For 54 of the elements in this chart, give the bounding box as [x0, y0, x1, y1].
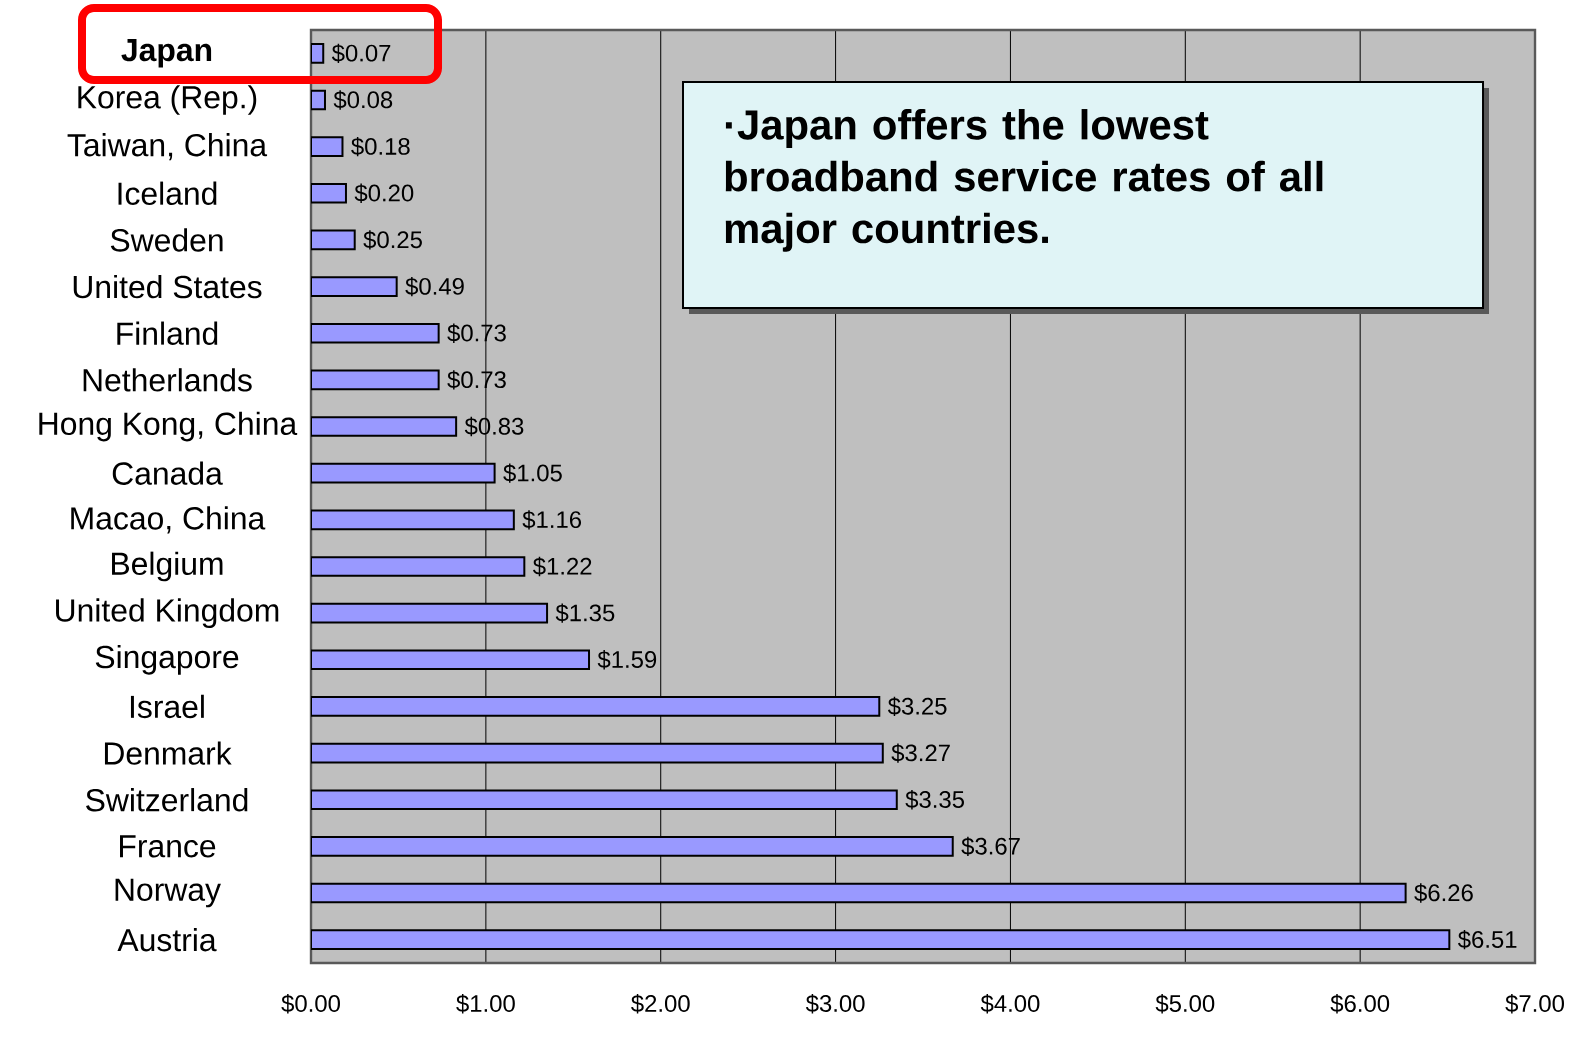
data-label: $1.05 [503, 463, 562, 483]
data-label: $6.51 [1457, 930, 1517, 950]
bar [311, 322, 440, 344]
x-tick-label: $2.00 [631, 994, 690, 1014]
bar [311, 696, 881, 717]
data-label: $0.20 [354, 183, 414, 203]
x-tick-label: $5.00 [1155, 994, 1215, 1014]
bar [311, 462, 496, 484]
data-label: $1.35 [555, 603, 615, 623]
y-tick-label: Denmark [104, 741, 232, 765]
data-label: $0.25 [363, 230, 422, 250]
data-label: $3.25 [887, 696, 947, 717]
y-tick-label: Japan [121, 39, 212, 68]
data-label: $3.27 [891, 743, 950, 763]
data-label: $1.16 [522, 510, 582, 530]
bar [311, 836, 954, 857]
y-tick-label: Norway [115, 878, 221, 908]
y-tick-label: Finland [117, 321, 218, 345]
y-tick-label: Austria [117, 927, 217, 952]
y-tick-label: Switzerland [86, 788, 248, 812]
bar [311, 789, 898, 811]
y-tick-label: United States [73, 274, 262, 299]
bar [311, 556, 526, 577]
y-tick-label: Hong Kong, China [39, 411, 298, 442]
data-label: $3.35 [905, 790, 964, 810]
data-label: $0.08 [333, 90, 393, 110]
y-tick-label: France [120, 835, 216, 858]
y-tick-label: Singapore [95, 644, 239, 675]
y-tick-label: United Kingdom [56, 598, 279, 628]
data-label: $0.49 [405, 276, 464, 297]
y-tick-label: Belgium [112, 551, 223, 582]
data-label: $1.22 [532, 556, 592, 577]
y-tick-label: Macao, China [71, 506, 266, 534]
x-tick-label: $1.00 [456, 994, 515, 1014]
data-label: $0.18 [351, 136, 410, 157]
bar [311, 416, 458, 437]
y-tick-label: Canada [112, 461, 223, 485]
y-tick-label: Taiwan, China [67, 133, 268, 161]
y-tick-label: Netherlands [83, 368, 252, 392]
x-tick-label: $0.00 [281, 994, 340, 1014]
x-tick-label: $7.00 [1505, 994, 1564, 1014]
annotation: ·Japan offers the lowest broadband service rates of all major countries. [725, 109, 1323, 252]
y-tick-label: Iceland [118, 181, 217, 205]
data-label: $6.26 [1414, 883, 1473, 903]
x-tick-label: $4.00 [980, 994, 1040, 1014]
y-tick-label: Sweden [110, 228, 223, 252]
data-label: $0.07 [331, 43, 391, 64]
x-tick-label: $6.00 [1330, 994, 1390, 1014]
bar [311, 649, 591, 671]
y-tick-label: Israel [130, 694, 204, 719]
x-tick-label: $3.00 [805, 994, 865, 1014]
bar [311, 929, 1451, 951]
data-label: $1.59 [597, 650, 657, 670]
y-tick-label: Korea (Rep.) [78, 85, 257, 115]
